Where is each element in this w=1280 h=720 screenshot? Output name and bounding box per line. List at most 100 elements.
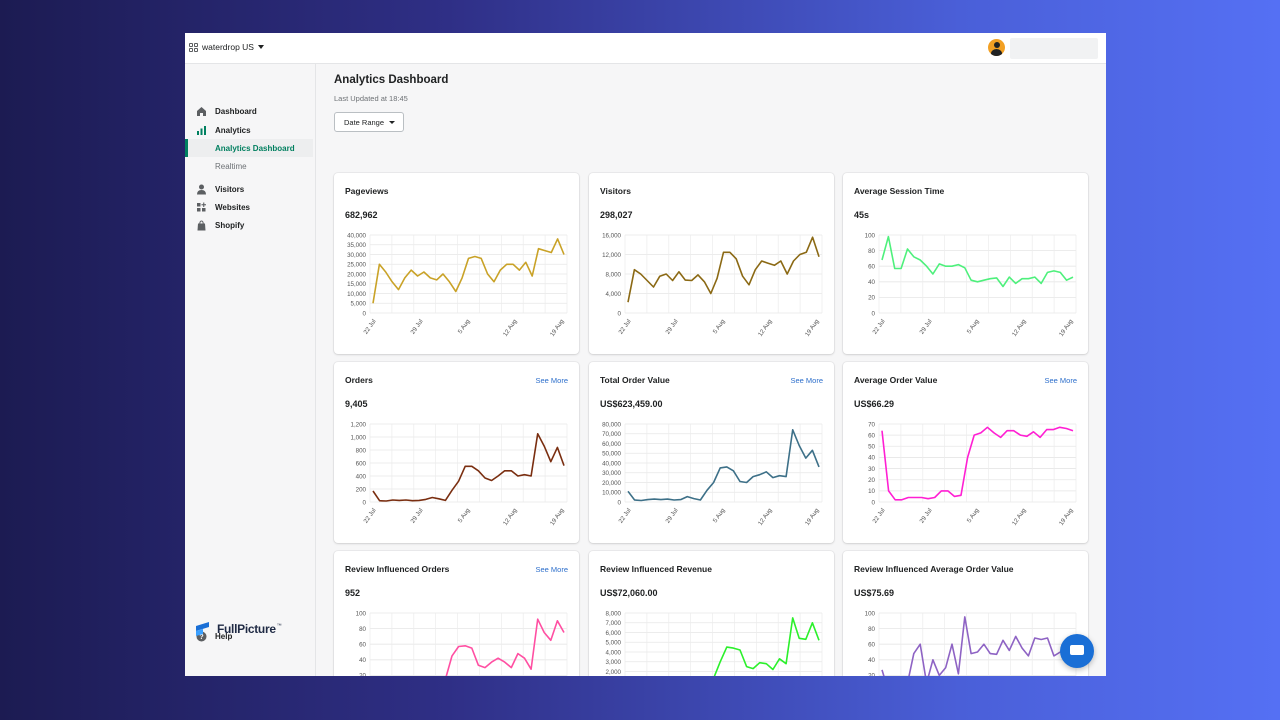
y-tick-label: 80 [359,626,366,633]
see-more-link[interactable]: See More [1044,376,1077,385]
app-window: waterdrop US Dashboard Analytics Analyti… [185,33,1106,676]
x-tick-label: 5 Aug [712,507,727,524]
metric-card: Review Influenced Orders See More 952 0 20 40… [334,551,579,676]
user-avatar-icon[interactable] [988,39,1005,56]
x-tick-label: 12 Aug [757,318,774,338]
card-title: Total Order Value [600,375,670,385]
y-tick-label: 25,000 [347,262,366,269]
brand-logo: FullPicture ™ [195,621,282,637]
sidebar-item-label: Analytics Dashboard [215,143,295,153]
see-more-link[interactable]: See More [535,565,568,574]
y-tick-label: 5,000 [351,301,367,308]
svg-text:?: ? [199,634,203,641]
x-tick-label: 12 Aug [1011,507,1028,527]
x-tick-label: 29 Jul [918,507,933,525]
y-tick-label: 0 [618,310,622,317]
card-title: Orders [345,375,373,385]
card-value: US$66.29 [854,399,895,409]
see-more-link[interactable]: See More [790,376,823,385]
sidebar-item-analytics-dashboard[interactable]: Analytics Dashboard [185,139,313,157]
chat-button[interactable] [1060,634,1094,668]
y-tick-label: 20,000 [602,480,621,487]
chevron-down-icon [257,45,264,49]
sidebar-item-label: Shopify [215,220,245,230]
y-tick-label: 200 [356,486,367,493]
sidebar-item-visitors[interactable]: Visitors [185,180,313,198]
sidebar-item-analytics[interactable]: Analytics [185,121,313,139]
chevron-down-icon [389,120,396,124]
y-tick-label: 10,000 [602,490,621,497]
x-tick-label: 19 Aug [1058,318,1075,338]
x-tick-label: 5 Aug [966,318,981,335]
chat-bubble-icon [1070,645,1084,655]
y-tick-label: 8,000 [606,271,622,278]
y-tick-label: 20 [868,673,875,676]
home-icon [196,106,207,117]
sidebar-item-realtime[interactable]: Realtime [185,157,313,175]
x-tick-label: 22 Jul [617,507,632,525]
y-tick-label: 60,000 [602,441,621,448]
person-icon [196,184,207,195]
x-tick-label: 5 Aug [712,318,727,335]
y-tick-label: 40 [868,657,875,664]
card-value: 9,405 [345,399,368,409]
y-tick-label: 6,000 [606,630,622,637]
y-tick-label: 60 [868,264,875,271]
y-tick-label: 40,000 [347,232,366,239]
y-tick-label: 2,000 [606,669,622,676]
page-title: Analytics Dashboard [334,74,449,86]
y-tick-label: 8,000 [606,610,622,617]
series-line [445,618,565,676]
store-switcher[interactable]: waterdrop US [189,42,264,52]
sidebar-item-websites[interactable]: Websites [185,198,313,216]
y-tick-label: 40 [868,455,875,462]
y-tick-label: 80 [868,248,875,255]
y-tick-label: 800 [356,447,367,454]
card-title: Review Influenced Average Order Value [854,564,1014,574]
sidebar-item-label: Visitors [215,184,245,194]
metric-card: Total Order Value See More US$623,459.00 0 1… [589,362,834,543]
x-tick-label: 22 Jul [362,318,377,336]
sidebar-item-label: Analytics [215,125,251,135]
series-line [881,426,1074,501]
series-line [881,616,1074,676]
metric-card: Average Session Time 45s 0 20 40 60 80 100 22 Ju… [843,173,1088,354]
y-tick-label: 20 [359,673,366,676]
x-tick-label: 22 Jul [362,507,377,525]
sidebar-item-shopify[interactable]: Shopify [185,216,313,234]
fullpicture-logo-icon [195,621,211,637]
y-tick-label: 12,000 [602,252,621,259]
metric-card: Pageviews 682,962 0 5,000 10,000 15,000 20,000… [334,173,579,354]
date-range-label: Date Range [344,117,385,127]
y-tick-label: 0 [872,310,876,317]
sidebar-item-label: Realtime [215,161,247,171]
sidebar-item-label: Websites [215,202,250,212]
y-tick-label: 7,000 [606,620,622,627]
card-title: Review Influenced Orders [345,564,450,574]
metric-card: Review Influenced Average Order Value US$… [843,551,1088,676]
y-tick-label: 100 [865,232,876,239]
y-tick-label: 0 [872,499,876,506]
x-tick-label: 12 Aug [502,507,519,527]
user-menu[interactable] [1010,38,1098,59]
card-title: Review Influenced Revenue [600,564,712,574]
y-tick-label: 30,000 [602,470,621,477]
x-tick-label: 19 Aug [804,318,821,338]
y-tick-label: 60 [868,432,875,439]
apps-grid-icon [189,42,198,52]
x-tick-label: 19 Aug [1058,507,1075,527]
y-tick-label: 40,000 [602,460,621,467]
y-tick-label: 4,000 [606,291,622,298]
main-content: Analytics Dashboard Last Updated at 18:4… [316,64,1106,676]
series-line [627,429,820,502]
shopping-bag-icon [196,219,207,231]
line-chart: 0 4,000 8,000 12,000 16,000 22 Jul 29 Jul 5 Aug… [602,232,823,338]
sidebar-item-dashboard[interactable]: Dashboard [185,102,313,120]
x-tick-label: 29 Jul [409,318,424,336]
x-tick-label: 12 Aug [757,507,774,527]
see-more-link[interactable]: See More [535,376,568,385]
card-value: 952 [345,588,361,598]
date-range-button[interactable]: Date Range [334,112,404,132]
line-chart: 0 10,000 20,000 30,000 40,000 50,000 60,000 70,… [602,421,823,527]
y-tick-label: 0 [363,310,367,317]
